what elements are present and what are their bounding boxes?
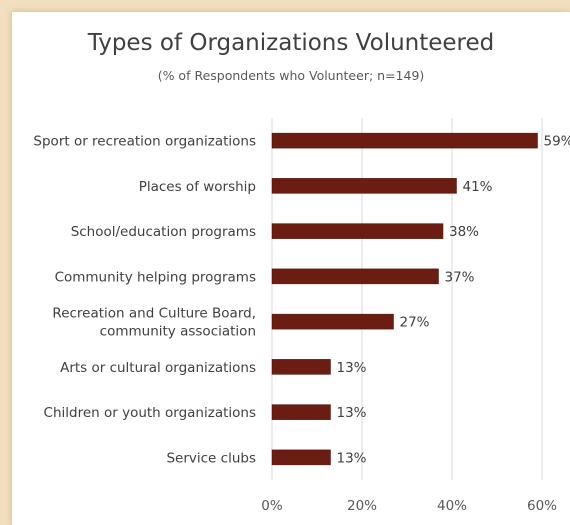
category-label: Recreation and Culture Board, [52, 306, 256, 322]
x-tick-label: 60% [527, 498, 557, 514]
category-label: Children or youth organizations [44, 405, 256, 421]
data-label: 59% [544, 134, 570, 150]
category-label: School/education programs [71, 224, 256, 240]
data-label: 13% [337, 450, 367, 466]
bar [271, 359, 331, 375]
category-label: community association [100, 324, 256, 340]
category-label: Arts or cultural organizations [60, 360, 256, 376]
bar [271, 404, 331, 420]
bar [271, 132, 538, 149]
bar [271, 449, 331, 466]
data-label: 37% [445, 269, 475, 285]
data-label: 13% [337, 405, 367, 421]
bar [271, 178, 457, 194]
bar [271, 313, 394, 330]
data-label: 27% [400, 315, 430, 331]
chart-subtitle: (% of Respondents who Volunteer; n=149) [157, 68, 425, 83]
category-label: Service clubs [166, 450, 256, 466]
data-label: 13% [337, 360, 367, 376]
bar [271, 268, 439, 285]
category-label: Places of worship [139, 179, 256, 195]
category-label: Community helping programs [55, 269, 256, 285]
x-tick-label: 40% [437, 498, 467, 514]
x-tick-label: 20% [347, 498, 377, 514]
chart-panel [12, 12, 570, 525]
category-label: Sport or recreation organizations [33, 134, 256, 150]
data-label: 38% [449, 224, 479, 240]
x-tick-label: 0% [261, 498, 283, 514]
bar [271, 223, 444, 239]
data-label: 41% [463, 179, 493, 195]
chart-title: Types of Organizations Volunteered [87, 30, 495, 56]
